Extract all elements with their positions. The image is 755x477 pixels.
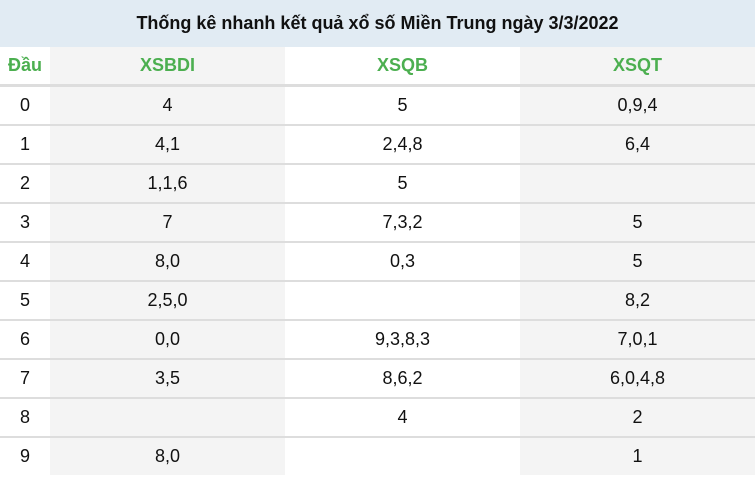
tail-digits-cell: 0,0: [50, 320, 285, 360]
head-digit-cell: 3: [0, 203, 50, 243]
table-row: 9 8,0 1: [0, 437, 755, 475]
table-row: 4 8,0 0,3 5: [0, 242, 755, 282]
table-row: 2 1,1,6 5: [0, 164, 755, 204]
table-row: 1 4,1 2,4,8 6,4: [0, 125, 755, 165]
tail-digits-cell: 3,5: [50, 359, 285, 399]
tail-digits-cell: 2,4,8: [285, 125, 520, 165]
head-digit-cell: 7: [0, 359, 50, 399]
header-row: Đầu XSBDI XSQB XSQT: [0, 47, 755, 87]
tail-digits-cell: [285, 281, 520, 321]
tail-digits-cell: 5: [285, 164, 520, 204]
tail-digits-cell: 8,0: [50, 437, 285, 475]
tail-digits-cell: 8,2: [520, 281, 755, 321]
tail-digits-cell: 0,3: [285, 242, 520, 282]
head-digit-cell: 9: [19, 446, 30, 466]
tail-digits-cell: [50, 398, 285, 438]
column-header: XSQT: [520, 47, 755, 87]
column-header: XSBDI: [50, 47, 285, 87]
tail-digits-cell: 5: [285, 85, 520, 126]
column-header: XSQB: [285, 47, 520, 87]
tail-digits-cell: 4: [50, 85, 285, 126]
tail-digits-cell: 8,6,2: [285, 359, 520, 399]
head-digit-cell: 6: [0, 320, 50, 360]
tail-digits-cell: 2: [520, 398, 755, 438]
head-digit-cell: 8: [0, 398, 50, 438]
tail-digits-cell: 6,4: [520, 125, 755, 165]
tail-digits-cell: 5: [520, 242, 755, 282]
tail-digits-cell: 7,0,1: [520, 320, 755, 360]
tail-digits-cell: 7: [50, 203, 285, 243]
results-table: Đầu XSBDI XSQB XSQT 0 4 5 0,9,4 1 4,1 2,4,8 6,4 2 1,…: [0, 47, 755, 475]
head-digit-cell: 5: [0, 281, 50, 321]
head-digit-cell: 2: [0, 164, 50, 204]
head-digit-cell: 1: [0, 125, 50, 165]
tail-digits-cell: 1,1,6: [50, 164, 285, 204]
table-title: Thống kê nhanh kết quả xổ số Miền Trung …: [0, 0, 755, 47]
tail-digits-cell: 4,1: [50, 125, 285, 165]
column-header: Đầu: [0, 47, 50, 87]
tail-digits-cell: [285, 437, 520, 475]
tail-digits-cell: 8,0: [50, 242, 285, 282]
tail-digits-cell: 1: [520, 437, 755, 475]
tail-digits-cell: 7,3,2: [285, 203, 520, 243]
tail-digits-cell: [520, 164, 755, 204]
tail-digits-cell: 6,0,4,8: [520, 359, 755, 399]
head-digit-cell: 0: [0, 85, 50, 126]
table-row: 0 4 5 0,9,4: [0, 85, 755, 126]
head-digit-cell: 4: [0, 242, 50, 282]
table-row: 6 0,0 9,3,8,3 7,0,1: [0, 320, 755, 360]
tail-digits-cell: 9,3,8,3: [285, 320, 520, 360]
tail-digits-cell: 4: [285, 398, 520, 438]
tail-digits-cell: 5: [520, 203, 755, 243]
table-row: 3 7 7,3,2 5: [0, 203, 755, 243]
table-row: 7 3,5 8,6,2 6,0,4,8: [0, 359, 755, 399]
tail-digits-cell: 0,9,4: [520, 85, 755, 126]
tail-digits-cell: 2,5,0: [50, 281, 285, 321]
table-row: 5 2,5,0 8,2: [0, 281, 755, 321]
